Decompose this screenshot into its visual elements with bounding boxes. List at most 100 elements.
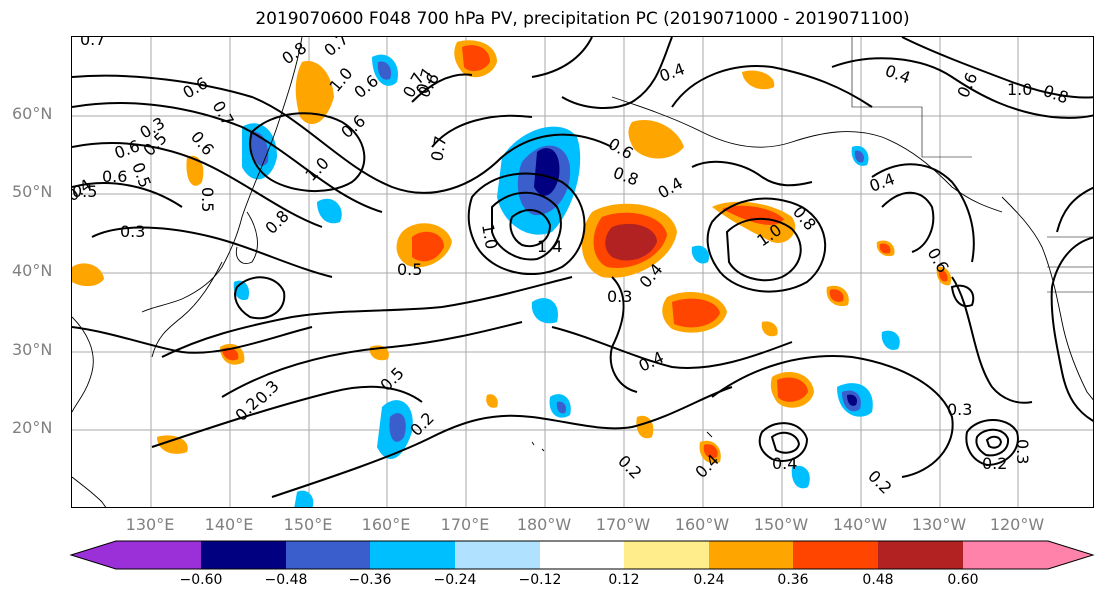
colorbar-segment	[793, 541, 878, 569]
contour-label: 0.2	[864, 466, 895, 497]
contour-label: 1.0	[478, 222, 501, 250]
lon-label: 170°E	[440, 515, 490, 534]
colorbar-segment	[878, 541, 963, 569]
contour-label: 0.6	[187, 127, 218, 159]
precip-blob	[636, 415, 654, 439]
lat-label: 20°N	[12, 418, 53, 437]
contour-label: 0.3	[607, 287, 632, 306]
pv-contour	[72, 74, 613, 194]
pv-contour	[951, 276, 1033, 404]
map-title: 2019070600 F048 700 hPa PV, precipitatio…	[255, 9, 910, 29]
lat-label: 40°N	[12, 261, 53, 280]
lon-label: 130°E	[125, 515, 175, 534]
colorbar-segment	[286, 541, 370, 569]
map-svg: 0.7 0.8 0.7 0.6 0.7 0.6 0.5 0.4 0.3 0.5 0.6 0.5 1.0 0…	[72, 37, 1093, 507]
colorbar-tick: 0.24	[693, 572, 725, 588]
contour-label: 0.6	[102, 167, 127, 186]
precip-blob	[222, 347, 239, 361]
pv-contour	[161, 276, 573, 358]
precip-blob	[761, 321, 778, 337]
precip-blob	[462, 45, 490, 72]
colorbar-tick: −0.60	[179, 572, 223, 588]
precip-blob	[294, 490, 314, 507]
lon-label: 150°W	[753, 515, 809, 534]
colorbar-segment	[370, 541, 455, 569]
pv-contour	[91, 226, 333, 278]
coastline-china	[72, 316, 94, 413]
precip-blob	[777, 377, 808, 402]
coastline-north-america	[1001, 196, 1093, 401]
precip-blob	[389, 413, 406, 442]
contour-label: 0.8	[1041, 81, 1071, 108]
precip-blob	[157, 435, 188, 454]
pv-contour-closed	[234, 276, 286, 320]
pv-contour	[901, 37, 1093, 99]
pv-contour-closed	[249, 112, 366, 193]
colorbar-outline	[69, 540, 1095, 570]
contour-label: 0.7	[320, 37, 352, 60]
pv-contour-closed	[985, 435, 1003, 449]
precip-blob	[317, 198, 342, 224]
province-borders	[851, 37, 972, 158]
precip-blob	[377, 61, 392, 80]
contour-label: 0.2	[614, 451, 645, 482]
precip-blob	[854, 150, 865, 163]
pv-contour	[871, 163, 975, 263]
pv-contour	[711, 355, 954, 478]
coastlines	[72, 37, 1093, 507]
pv-contour-closed	[770, 431, 801, 454]
contour-label: 0.5	[198, 187, 217, 212]
pv-contour	[72, 182, 183, 208]
colorbar-tick: −0.36	[348, 572, 392, 588]
colorbar-extend-low	[71, 541, 116, 569]
precip-blob	[295, 61, 334, 125]
contour-label: 0.7	[427, 134, 450, 162]
lon-label: 120°W	[989, 515, 1045, 534]
precip-blob	[938, 269, 948, 282]
precip-blob	[672, 298, 720, 328]
contour-label: 0.5	[72, 182, 97, 201]
pv-contour-closed	[725, 217, 802, 282]
pv-contour	[72, 102, 383, 213]
colorbar-segment	[540, 541, 624, 569]
lon-label: 140°W	[832, 515, 888, 534]
precip-blob	[847, 394, 857, 406]
pv-contours	[72, 37, 1093, 498]
coastline-japan-honshu	[151, 261, 223, 358]
island-dots	[531, 431, 713, 452]
pv-contour-closed	[467, 172, 586, 275]
colorbar-segments	[71, 541, 1093, 569]
contour-label: 1.0	[301, 153, 332, 184]
coastline-alaska	[611, 96, 1003, 213]
lon-label: 170°W	[595, 515, 651, 534]
contour-label: 0.3	[1013, 439, 1032, 464]
pv-contour	[1050, 236, 1093, 422]
lon-label: 160°E	[361, 515, 411, 534]
lat-label: 30°N	[12, 340, 53, 359]
colorbar-segment	[963, 541, 1048, 569]
colorbar-segment	[201, 541, 286, 569]
contour-label: 0.5	[376, 363, 407, 394]
contour-label: 0.3	[947, 400, 972, 419]
graticule	[72, 37, 1093, 507]
precip-blob	[486, 394, 498, 408]
contour-label: 1.0	[1007, 80, 1032, 99]
colorbar-tick: 0.36	[777, 572, 809, 588]
pv-contour-closed	[509, 209, 552, 247]
colorbar-segment	[624, 541, 709, 569]
pv-contour	[551, 326, 793, 369]
precip-blob	[691, 245, 710, 264]
pv-contour	[431, 114, 533, 148]
pv-contour	[831, 57, 1093, 119]
contour-label: 0.6	[180, 73, 212, 102]
precip-shading	[72, 40, 952, 507]
pv-contour-closed	[491, 191, 562, 261]
pv-contour	[881, 191, 935, 253]
colorbar-tick: 0.12	[608, 572, 640, 588]
precip-blob	[556, 401, 567, 414]
pv-contour	[72, 142, 323, 228]
lon-label: 150°E	[283, 515, 333, 534]
precip-blob	[881, 330, 900, 350]
contour-label: 0.4	[655, 173, 687, 202]
pv-contour	[221, 321, 523, 398]
